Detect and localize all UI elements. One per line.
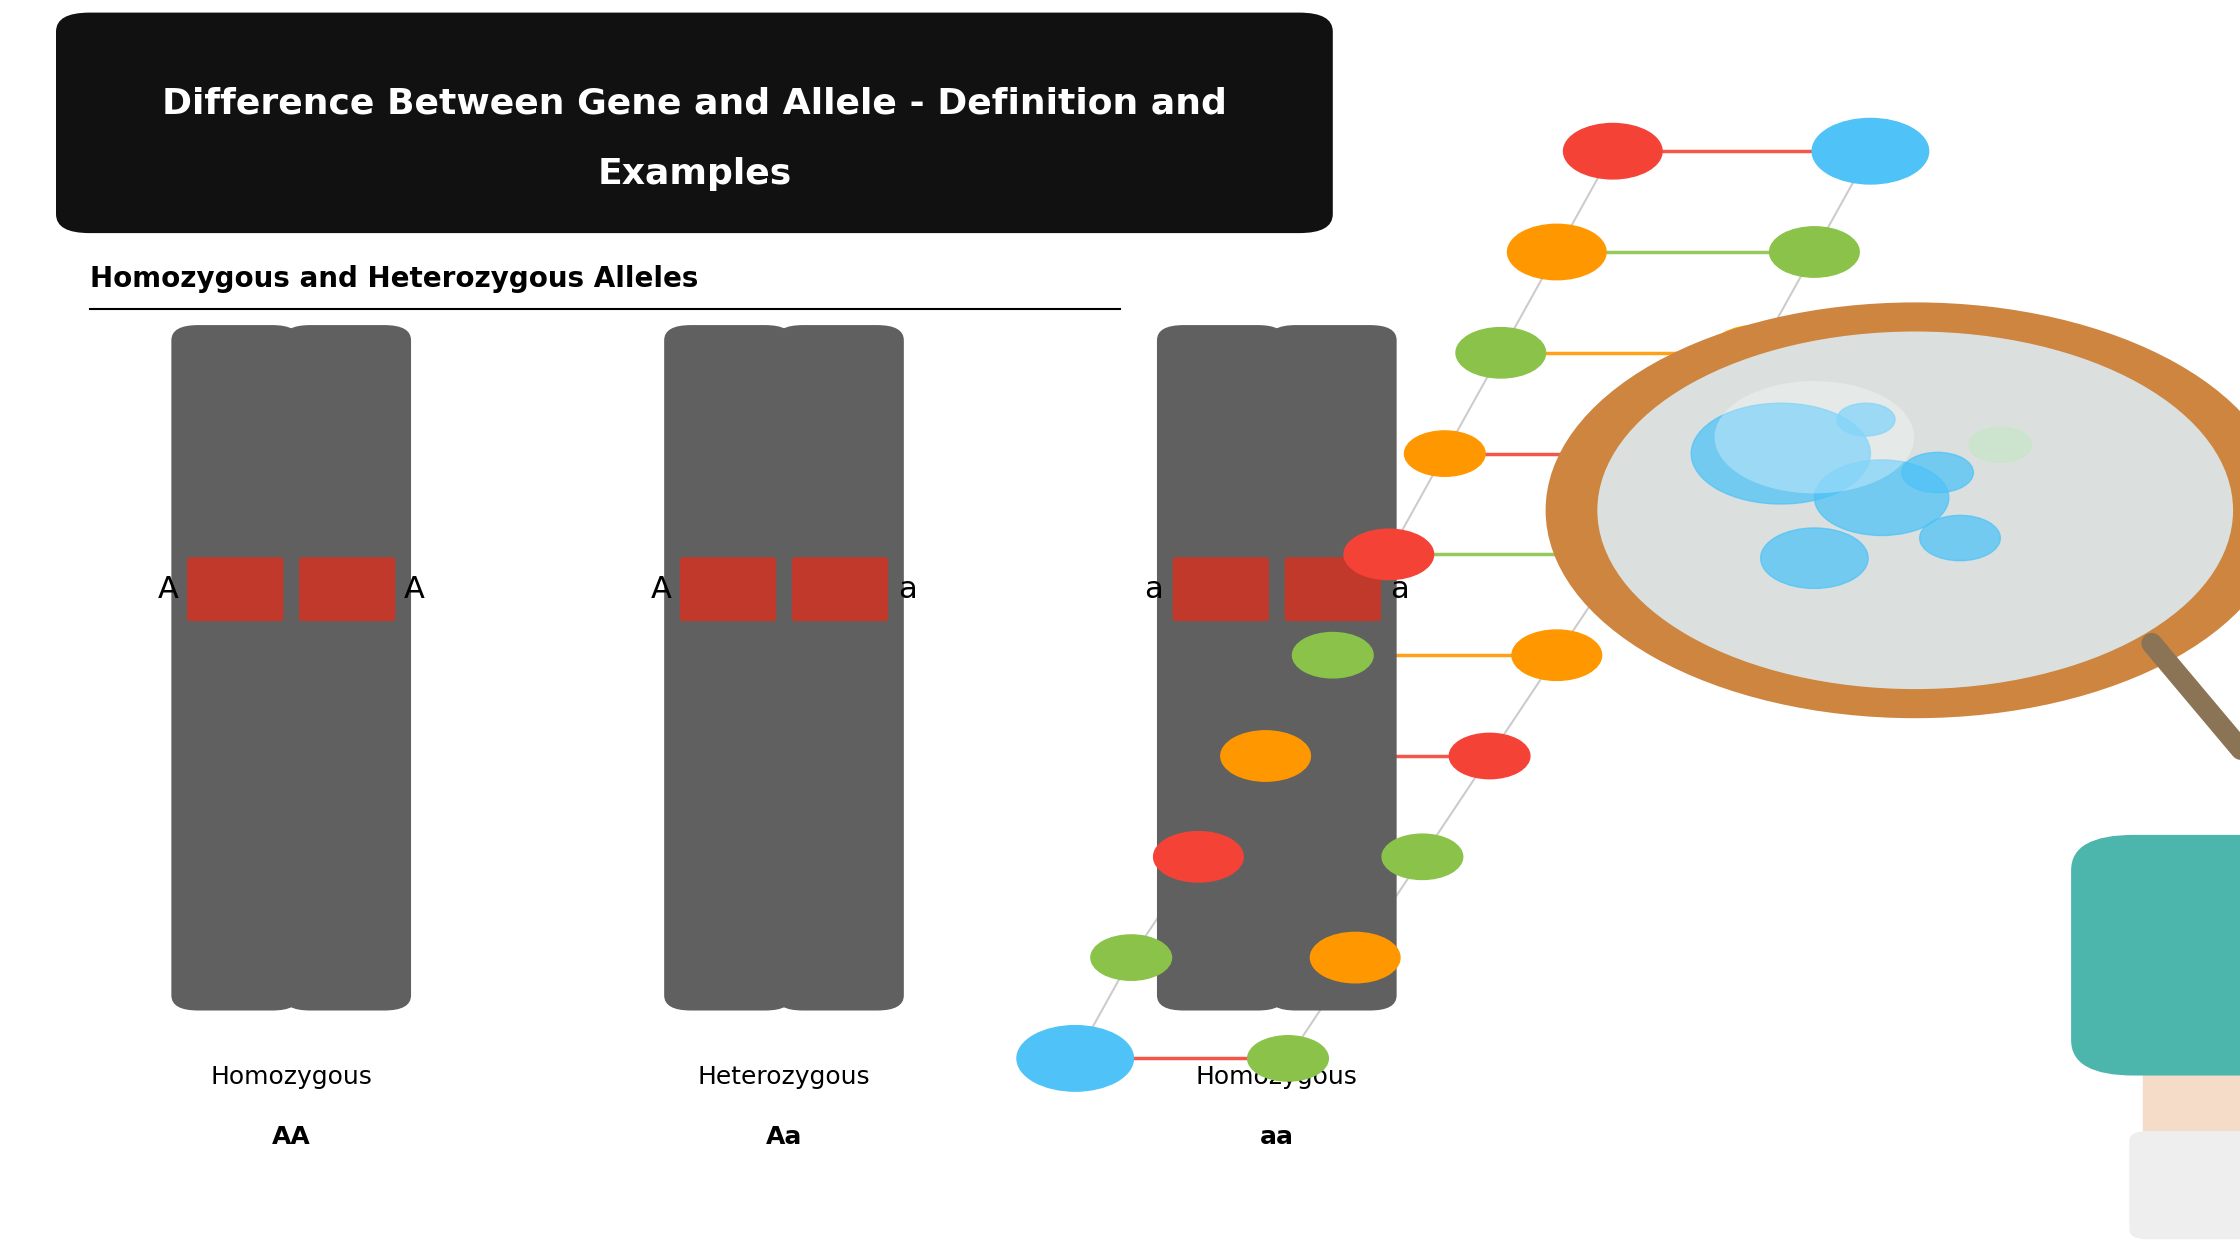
Circle shape bbox=[1221, 731, 1310, 781]
FancyBboxPatch shape bbox=[1156, 325, 1286, 1011]
Circle shape bbox=[1714, 381, 1915, 494]
Text: Homozygous: Homozygous bbox=[211, 1065, 372, 1089]
Text: AA: AA bbox=[271, 1125, 311, 1149]
Circle shape bbox=[1017, 1026, 1133, 1091]
FancyBboxPatch shape bbox=[1268, 325, 1398, 1011]
FancyBboxPatch shape bbox=[663, 325, 791, 1011]
Text: Homozygous and Heterozygous Alleles: Homozygous and Heterozygous Alleles bbox=[90, 265, 699, 292]
Circle shape bbox=[1812, 118, 1929, 184]
Circle shape bbox=[1709, 325, 1808, 381]
Circle shape bbox=[1154, 832, 1243, 882]
Text: a: a bbox=[1391, 575, 1409, 604]
Text: Heterozygous: Heterozygous bbox=[697, 1065, 871, 1089]
Text: Homozygous: Homozygous bbox=[1196, 1065, 1357, 1089]
FancyBboxPatch shape bbox=[2130, 1131, 2240, 1240]
Circle shape bbox=[1646, 428, 1736, 479]
FancyBboxPatch shape bbox=[56, 13, 1333, 233]
Text: a: a bbox=[898, 575, 916, 604]
Circle shape bbox=[1575, 527, 1673, 582]
Circle shape bbox=[1449, 733, 1530, 779]
FancyBboxPatch shape bbox=[679, 557, 775, 621]
Text: Examples: Examples bbox=[598, 158, 791, 190]
FancyBboxPatch shape bbox=[1174, 557, 1268, 621]
Text: A: A bbox=[650, 575, 672, 604]
Circle shape bbox=[1310, 932, 1400, 983]
Circle shape bbox=[1382, 834, 1463, 879]
Text: Difference Between Gene and Allele - Definition and: Difference Between Gene and Allele - Def… bbox=[161, 87, 1228, 120]
FancyBboxPatch shape bbox=[775, 325, 903, 1011]
Text: A: A bbox=[403, 575, 426, 604]
Circle shape bbox=[1456, 328, 1546, 378]
FancyBboxPatch shape bbox=[188, 557, 282, 621]
Text: aa: aa bbox=[1259, 1125, 1295, 1149]
Circle shape bbox=[1248, 1036, 1328, 1081]
Circle shape bbox=[1597, 331, 2233, 689]
Circle shape bbox=[1292, 633, 1373, 678]
FancyBboxPatch shape bbox=[170, 325, 300, 1011]
FancyBboxPatch shape bbox=[282, 325, 410, 1011]
Text: a: a bbox=[1145, 575, 1163, 604]
Text: A: A bbox=[157, 575, 179, 604]
Circle shape bbox=[1564, 123, 1662, 179]
Circle shape bbox=[1691, 403, 1870, 504]
FancyBboxPatch shape bbox=[2144, 1013, 2240, 1169]
FancyBboxPatch shape bbox=[2072, 835, 2240, 1076]
FancyBboxPatch shape bbox=[791, 557, 887, 621]
FancyBboxPatch shape bbox=[300, 557, 394, 621]
Circle shape bbox=[1091, 935, 1172, 980]
Circle shape bbox=[1969, 427, 2032, 462]
Circle shape bbox=[1761, 528, 1868, 588]
FancyBboxPatch shape bbox=[1286, 557, 1380, 621]
Circle shape bbox=[1902, 452, 1973, 493]
Circle shape bbox=[1837, 403, 1895, 436]
Circle shape bbox=[1814, 460, 1949, 536]
Circle shape bbox=[1920, 515, 2000, 561]
Circle shape bbox=[1344, 529, 1434, 580]
Circle shape bbox=[1546, 302, 2240, 718]
Circle shape bbox=[1508, 224, 1606, 280]
Text: Aa: Aa bbox=[766, 1125, 802, 1149]
Circle shape bbox=[1770, 227, 1859, 277]
Circle shape bbox=[1512, 630, 1602, 680]
Circle shape bbox=[1404, 431, 1485, 476]
